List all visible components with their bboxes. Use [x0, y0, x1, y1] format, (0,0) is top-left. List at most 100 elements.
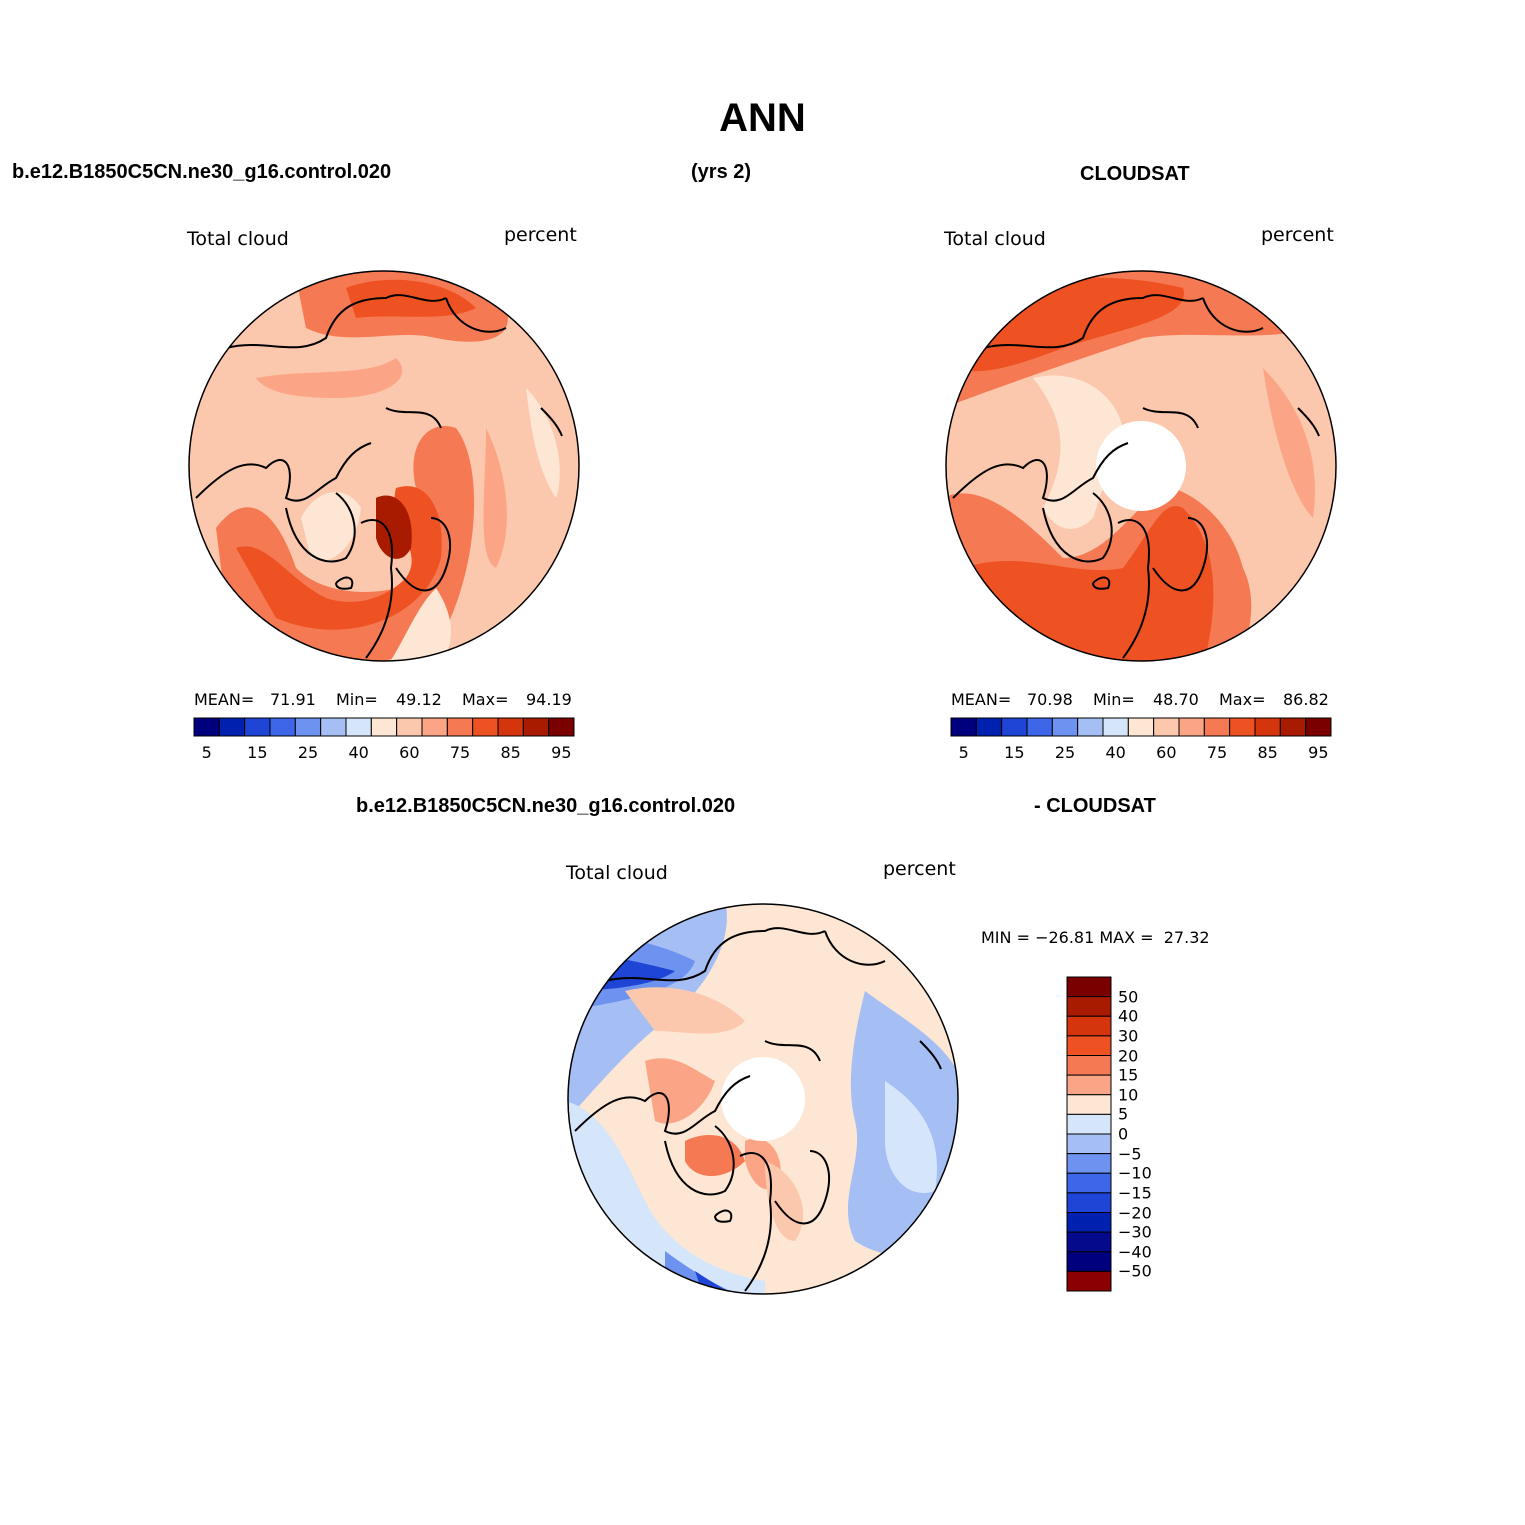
model-max-value: 94.19 — [526, 690, 572, 709]
colorbar-tick: −5 — [1118, 1144, 1142, 1164]
colorbar-swatch — [1066, 976, 1112, 998]
colorbar-tick: 5 — [1118, 1104, 1129, 1124]
colorbar-swatch — [1066, 1270, 1112, 1292]
colorbar-swatch — [269, 717, 296, 737]
colorbar-swatch — [1066, 1015, 1112, 1037]
obs-min-value: 48.70 — [1153, 690, 1199, 709]
colorbar-tick: 10 — [1118, 1085, 1139, 1105]
colorbar-tick: 75 — [1206, 743, 1228, 762]
colorbar-swatch — [548, 717, 575, 737]
colorbar-swatch — [396, 717, 423, 737]
colorbar-tick: 25 — [1054, 743, 1076, 762]
colorbar-tick: 5 — [201, 743, 212, 762]
colorbar-swatch — [1066, 1192, 1112, 1213]
obs-min-label: Min= — [1093, 690, 1135, 709]
model-mean-value: 71.91 — [270, 690, 316, 709]
diff-colorbar — [1066, 976, 1112, 1292]
colorbar-tick: 85 — [500, 743, 521, 762]
colorbar-swatch — [193, 717, 220, 737]
obs-max-value: 86.82 — [1283, 690, 1329, 709]
model-polar-map — [188, 270, 580, 662]
model-min-value: 49.12 — [396, 690, 442, 709]
colorbar-tick: 60 — [399, 743, 420, 762]
colorbar-swatch — [1229, 717, 1256, 737]
obs-mean-value: 70.98 — [1027, 690, 1073, 709]
colorbar-swatch — [1254, 717, 1281, 737]
colorbar-swatch — [1178, 717, 1205, 737]
colorbar-tick: −40 — [1118, 1242, 1152, 1262]
colorbar-tick: −30 — [1118, 1222, 1152, 1242]
colorbar-tick: 15 — [1004, 743, 1025, 762]
colorbar-tick: 40 — [348, 743, 369, 762]
colorbar-swatch — [1077, 717, 1104, 737]
colorbar-swatch — [1127, 717, 1155, 737]
colorbar-swatch — [1066, 1251, 1112, 1272]
colorbar-tick: 25 — [297, 743, 319, 762]
colorbar-swatch — [1066, 1035, 1112, 1056]
colorbar-swatch — [1102, 717, 1129, 737]
obs-variable-label: Total cloud — [944, 228, 1046, 250]
colorbar-swatch — [472, 717, 499, 737]
obs-colorbar-ticks: 5 15 25 40 60 75 85 95 — [950, 743, 1332, 765]
colorbar-swatch — [218, 717, 246, 737]
diff-units-label: percent — [883, 858, 956, 880]
diff-polar-map — [567, 903, 959, 1295]
colorbar-swatch — [1066, 1055, 1112, 1076]
colorbar-swatch — [1203, 717, 1231, 737]
model-units-label: percent — [504, 224, 577, 246]
colorbar-tick: 40 — [1118, 1006, 1139, 1026]
colorbar-tick: 30 — [1118, 1026, 1139, 1046]
colorbar-swatch — [294, 717, 322, 737]
colorbar-swatch — [1066, 1172, 1112, 1194]
colorbar-swatch — [522, 717, 550, 737]
colorbar-swatch — [1051, 717, 1079, 737]
model-colorbar-ticks: 5 15 25 40 60 75 85 95 — [193, 743, 575, 765]
obs-max-label: Max= — [1219, 690, 1266, 709]
colorbar-swatch — [370, 717, 398, 737]
colorbar-swatch — [1026, 717, 1053, 737]
colorbar-tick: 40 — [1105, 743, 1126, 762]
colorbar-swatch — [950, 717, 977, 737]
model-min-label: Min= — [336, 690, 378, 709]
obs-title: CLOUDSAT — [1080, 163, 1190, 185]
colorbar-swatch — [1066, 1212, 1112, 1233]
years-label: (yrs 2) — [691, 161, 752, 183]
model-case-title: b.e12.B1850C5CN.ne30_g16.control.020 — [12, 161, 392, 183]
colorbar-tick: −10 — [1118, 1163, 1152, 1183]
colorbar-swatch — [421, 717, 448, 737]
colorbar-tick: 50 — [1118, 987, 1139, 1007]
colorbar-swatch — [1066, 1113, 1112, 1135]
colorbar-swatch — [1305, 717, 1332, 737]
colorbar-swatch — [1066, 1074, 1112, 1096]
obs-polar-map — [945, 270, 1337, 662]
colorbar-tick: 85 — [1257, 743, 1278, 762]
diff-case-title: b.e12.B1850C5CN.ne30_g16.control.020 — [356, 795, 736, 817]
obs-units-label: percent — [1261, 224, 1334, 246]
colorbar-tick: −15 — [1118, 1183, 1152, 1203]
colorbar-swatch — [244, 717, 271, 737]
colorbar-tick: 0 — [1118, 1124, 1129, 1144]
colorbar-swatch — [1066, 1153, 1112, 1174]
diff-obs-title: - CLOUDSAT — [1034, 795, 1156, 817]
colorbar-swatch — [320, 717, 347, 737]
colorbar-tick: 95 — [1308, 743, 1329, 762]
colorbar-tick: −50 — [1118, 1261, 1152, 1281]
colorbar-tick: 20 — [1118, 1046, 1139, 1065]
figure-title: ANN — [719, 96, 806, 140]
diff-minmax: MIN = −26.81 MAX = 27.32 — [981, 928, 1210, 947]
colorbar-swatch — [497, 717, 524, 737]
model-colorbar — [193, 717, 575, 737]
colorbar-swatch — [975, 717, 1003, 737]
colorbar-tick: −20 — [1118, 1203, 1152, 1222]
colorbar-tick: 95 — [551, 743, 572, 762]
model-variable-label: Total cloud — [187, 228, 289, 250]
colorbar-tick: 5 — [958, 743, 969, 762]
colorbar-tick: 75 — [449, 743, 471, 762]
colorbar-swatch — [1066, 1133, 1112, 1155]
colorbar-tick: 15 — [247, 743, 268, 762]
colorbar-swatch — [1001, 717, 1028, 737]
diff-colorbar-ticks: 50 40 30 20 15 10 5 0 −5 −10 −15 −20 −30… — [1118, 976, 1178, 1292]
diff-variable-label: Total cloud — [566, 862, 668, 884]
colorbar-swatch — [1279, 717, 1307, 737]
colorbar-swatch — [1066, 1231, 1112, 1253]
